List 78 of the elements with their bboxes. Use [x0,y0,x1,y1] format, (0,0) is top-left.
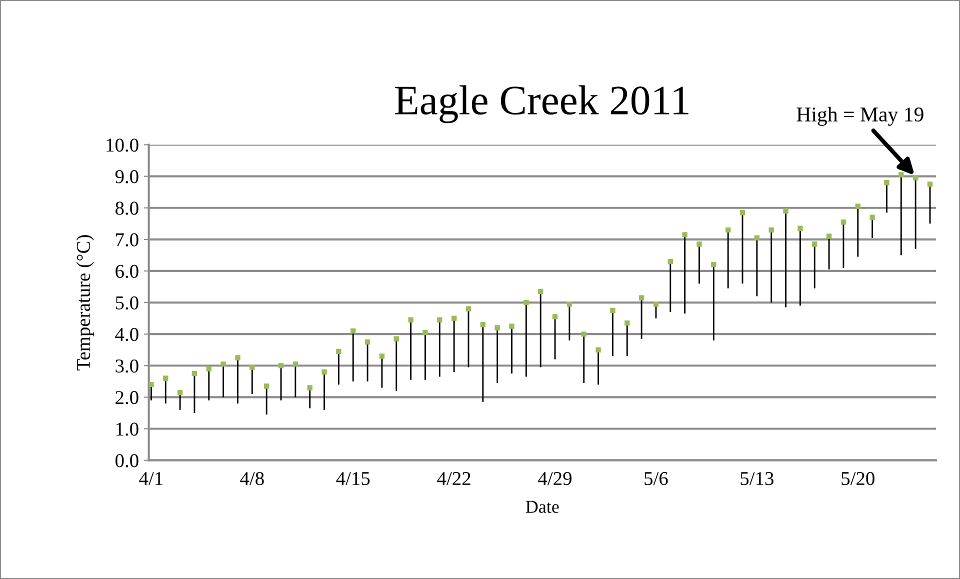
point [812,242,818,247]
point [596,347,601,352]
point [278,363,284,368]
point [566,302,572,307]
y-tick-label: 9.0 [115,170,138,184]
point [855,204,860,209]
point [638,295,644,300]
point [480,322,486,328]
point [192,370,198,376]
point [350,328,356,334]
point [840,219,846,225]
x-tick-label: 4/22 [437,472,470,486]
point [711,262,716,268]
y-tick-label: 1.0 [116,422,138,436]
point [322,369,327,375]
y-tick-label: 4.0 [115,328,138,342]
point [754,235,760,240]
chart-title: Eagle Creek 2011 [395,85,688,124]
point [206,366,212,372]
point [668,258,673,264]
x-tick-label: 4/1 [139,472,162,486]
point [581,331,586,337]
point [740,210,746,216]
point [451,316,457,321]
point [798,226,803,231]
x-tick-label: 4/15 [336,472,370,486]
point [163,376,168,381]
point [148,382,154,388]
point [220,361,226,367]
point [725,227,731,233]
point [538,288,544,294]
point [826,234,832,239]
y-tick-label: 2.0 [116,391,138,404]
point [653,302,659,307]
point [336,348,342,354]
point [394,336,399,342]
point [494,325,500,330]
point [437,317,442,322]
x-tick-label: 4/8 [240,472,264,486]
point [408,317,414,322]
point [610,308,616,314]
point [177,390,183,396]
point [364,339,370,345]
x-tick-label: 4/29 [538,472,572,486]
point [524,300,529,306]
point [870,214,875,220]
point [250,364,255,370]
x-tick-label: 5/6 [644,472,668,486]
point [509,324,514,329]
x-axis-title: Date [526,500,559,513]
y-tick-label: 6.0 [116,264,138,278]
point [379,354,385,359]
point [422,330,428,336]
y-axis-title: Temperature (°C) [76,235,94,370]
y-tick-label: 10.0 [106,138,138,152]
point [927,182,933,187]
x-tick-label: 5/20 [842,472,874,486]
point [884,180,890,186]
y-tick-label: 7.0 [116,233,138,246]
point [307,385,312,390]
y-tick-label: 3.0 [116,359,138,373]
point [682,232,688,238]
point [292,361,298,367]
point [898,172,904,178]
point [912,175,918,180]
annotation: High = May 19 [796,106,924,126]
point [235,355,240,360]
point [783,208,788,214]
point [466,306,472,312]
y-tick-label: 5.0 [116,296,138,310]
point [768,227,774,233]
y-tick-label: 8.0 [116,202,138,215]
point [624,320,630,326]
point [264,384,270,389]
y-tick-label: 0.0 [116,454,138,468]
x-tick-label: 5/13 [740,472,774,486]
point [696,242,702,247]
point [552,314,558,320]
